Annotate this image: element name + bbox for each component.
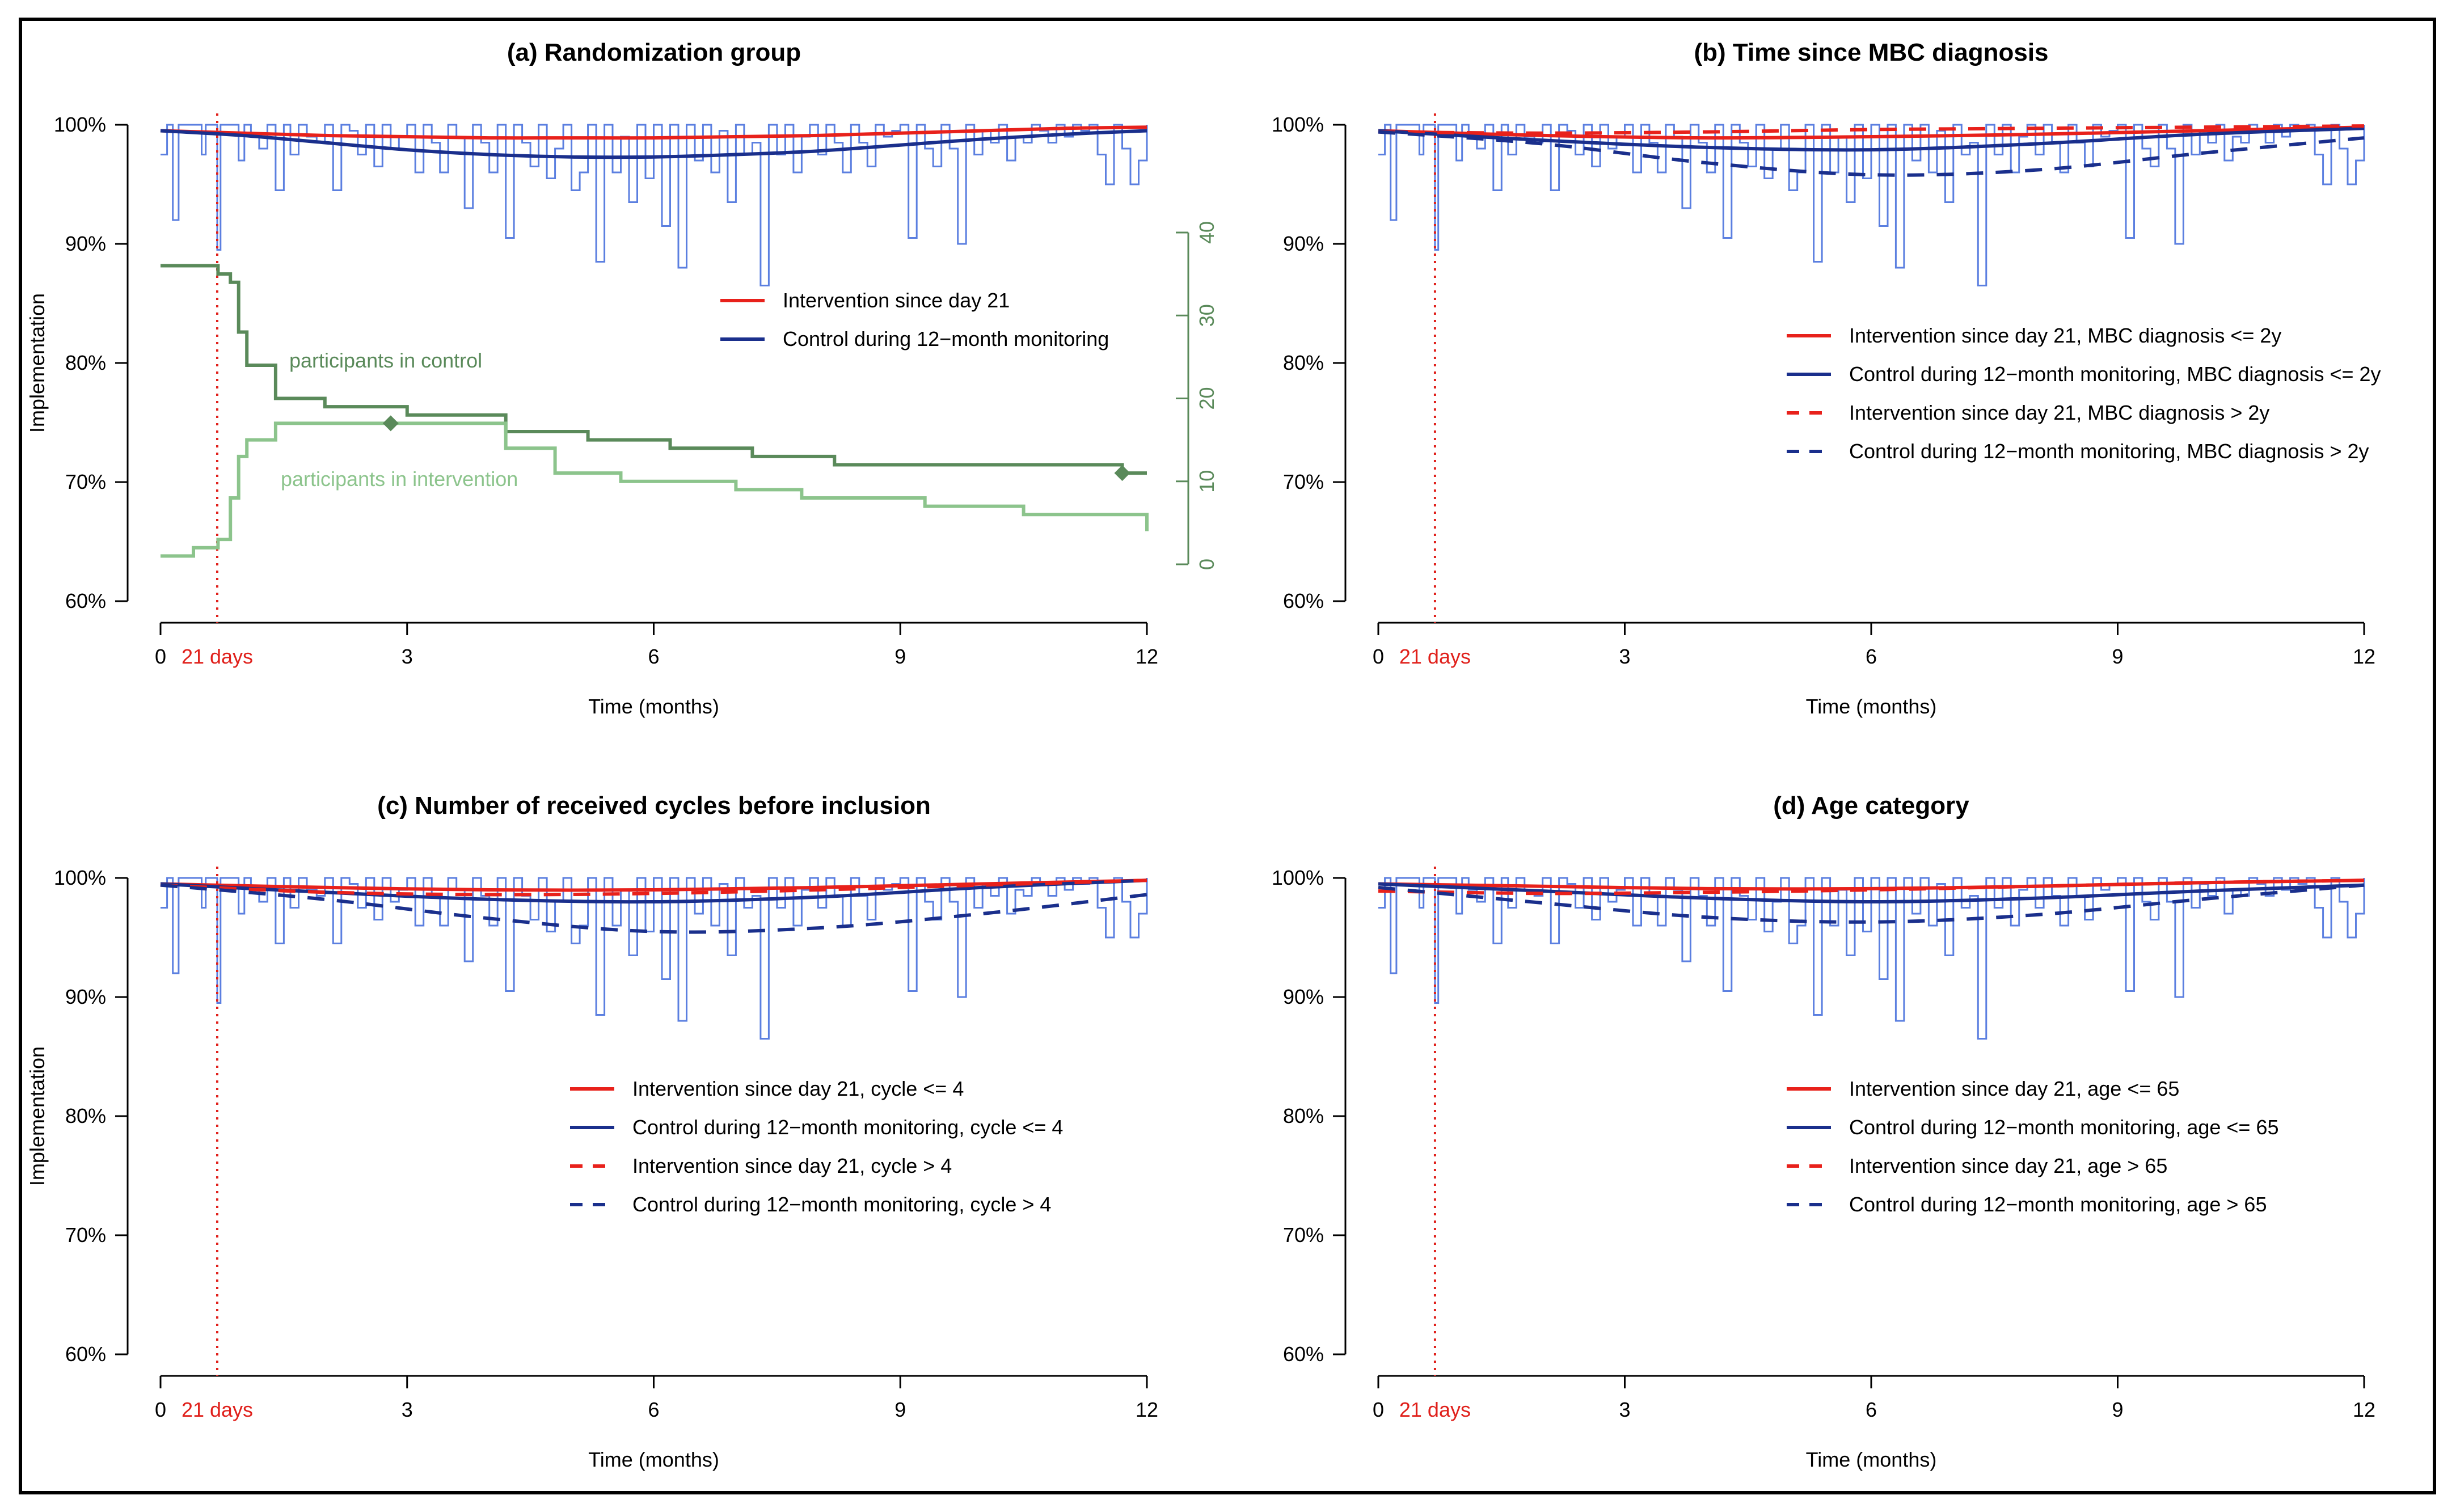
y-tick-label: 60% (1283, 589, 1324, 613)
participants-intervention-label: participants in intervention (281, 467, 518, 491)
panel-b: (b) Time since MBC diagnosis 60% 70% 80% 90%… (1272, 39, 2381, 718)
secondary-y-tick-label: 30 (1195, 304, 1218, 327)
legend-label: Control during 12−month monitoring, MBC … (1849, 440, 2369, 463)
series-line-3 (1378, 124, 2365, 135)
day21-label: 21 days (182, 645, 253, 668)
x-tick-label: 9 (2112, 645, 2123, 668)
y-tick-label: 90% (65, 985, 106, 1008)
y-tick-label: 80% (1283, 351, 1324, 374)
panel-c: (c) Number of received cycles before inc… (26, 792, 1158, 1471)
legend-label: Intervention since day 21, cycle > 4 (632, 1154, 952, 1177)
series-line-1 (1378, 879, 2365, 891)
participants-control-label: participants in control (289, 349, 482, 372)
y-tick-label: 100% (54, 866, 106, 889)
series-line-2 (160, 879, 1147, 904)
observed-implementation-line (1378, 877, 2365, 1040)
y-tick-label: 100% (1272, 113, 1324, 136)
y-tick-label: 100% (54, 113, 106, 136)
x-tick-label: 12 (1136, 645, 1158, 668)
series-line-2 (1378, 882, 2365, 904)
x-axis-title: Time (months) (588, 1448, 719, 1471)
day21-label: 21 days (1399, 645, 1471, 668)
secondary-y-tick-label: 40 (1195, 221, 1218, 244)
x-axis-title: Time (months) (588, 695, 719, 718)
legend-label: Intervention since day 21, MBC diagnosis… (1849, 324, 2281, 347)
participants-line-control (161, 264, 1147, 475)
x-tick-label: 3 (1619, 645, 1630, 668)
x-tick-label: 3 (402, 1398, 413, 1421)
x-tick-label: 9 (894, 645, 906, 668)
panel-title: (c) Number of received cycles before inc… (377, 792, 931, 820)
legend-label: Control during 12−month monitoring, MBC … (1849, 362, 2381, 386)
x-tick-label: 9 (894, 1398, 906, 1421)
panel-title: (d) Age category (1773, 792, 1969, 820)
observed-implementation-line (161, 124, 1148, 286)
x-tick-label: 12 (2353, 645, 2375, 668)
panels: (a) Randomization group 60% 70% 80% 90% 100% I… (26, 39, 2381, 1471)
series-line-1 (160, 879, 1147, 892)
secondary-y-tick-label: 0 (1195, 559, 1218, 570)
x-tick-label: 6 (648, 645, 659, 668)
participants-control-marker (382, 415, 399, 432)
x-axis-title: Time (months) (1806, 695, 1937, 718)
y-tick-label: 60% (65, 589, 106, 613)
legend-label: Intervention since day 21, cycle <= 4 (632, 1077, 964, 1100)
x-tick-label: 12 (2353, 1398, 2375, 1421)
x-tick-label: 0 (1373, 1398, 1384, 1421)
legend-label: Control during 12−month monitoring, cycl… (632, 1193, 1051, 1216)
y-tick-label: 80% (1283, 1104, 1324, 1127)
y-tick-label: 100% (1272, 866, 1324, 889)
series-line-1 (160, 125, 1147, 140)
x-tick-label: 3 (402, 645, 413, 668)
series-line-2 (160, 129, 1147, 159)
series-line-1 (1378, 125, 2365, 140)
x-tick-label: 0 (155, 1398, 166, 1421)
participants-control-marker (1114, 465, 1130, 482)
y-tick-label: 70% (65, 1223, 106, 1247)
legend-label: Control during 12−month monitoring, age … (1849, 1116, 2279, 1139)
y-axis-title: Implementation (26, 293, 49, 433)
y-tick-label: 60% (65, 1342, 106, 1366)
legend-label: Intervention since day 21 (783, 289, 1010, 312)
day21-label: 21 days (182, 1398, 253, 1421)
y-tick-label: 70% (1283, 470, 1324, 493)
legend-label: Control during 12−month monitoring, age … (1849, 1193, 2267, 1216)
y-tick-label: 90% (1283, 232, 1324, 255)
panel-title: (b) Time since MBC diagnosis (1694, 39, 2048, 66)
legend-label: Intervention since day 21, age <= 65 (1849, 1077, 2179, 1100)
legend-label: Intervention since day 21, MBC diagnosis… (1849, 401, 2269, 424)
panel-title: (a) Randomization group (507, 39, 801, 66)
x-tick-label: 0 (1373, 645, 1384, 668)
day21-label: 21 days (1399, 1398, 1471, 1421)
series-line-2 (1378, 126, 2365, 152)
x-tick-label: 3 (1619, 1398, 1630, 1421)
x-tick-label: 6 (1866, 645, 1877, 668)
x-tick-label: 0 (155, 645, 166, 668)
y-tick-label: 70% (65, 470, 106, 493)
y-tick-label: 70% (1283, 1223, 1324, 1247)
secondary-y-tick-label: 10 (1195, 470, 1218, 493)
legend-label: Control during 12−month monitoring, cycl… (632, 1116, 1063, 1139)
panel-d: (d) Age category 60% 70% 80% 90% 100% 0 3 6 9 12 21… (1272, 792, 2375, 1471)
y-tick-label: 60% (1283, 1342, 1324, 1366)
series-line-3 (1378, 879, 2365, 896)
legend-label: Intervention since day 21, age > 65 (1849, 1154, 2167, 1177)
secondary-y-tick-label: 20 (1195, 387, 1218, 409)
x-axis-title: Time (months) (1806, 1448, 1937, 1471)
participants-line-intervention (161, 421, 1149, 558)
x-tick-label: 6 (648, 1398, 659, 1421)
panel-a: (a) Randomization group 60% 70% 80% 90% 100% I… (26, 39, 1218, 718)
legend-label: Control during 12−month monitoring (783, 327, 1109, 350)
y-tick-label: 80% (65, 1104, 106, 1127)
y-tick-label: 90% (1283, 985, 1324, 1008)
y-axis-title: Implementation (26, 1046, 49, 1186)
x-tick-label: 12 (1136, 1398, 1158, 1421)
y-tick-label: 80% (65, 351, 106, 374)
figure-frame (19, 18, 2436, 1494)
x-tick-label: 9 (2112, 1398, 2123, 1421)
x-tick-label: 6 (1866, 1398, 1877, 1421)
y-tick-label: 90% (65, 232, 106, 255)
